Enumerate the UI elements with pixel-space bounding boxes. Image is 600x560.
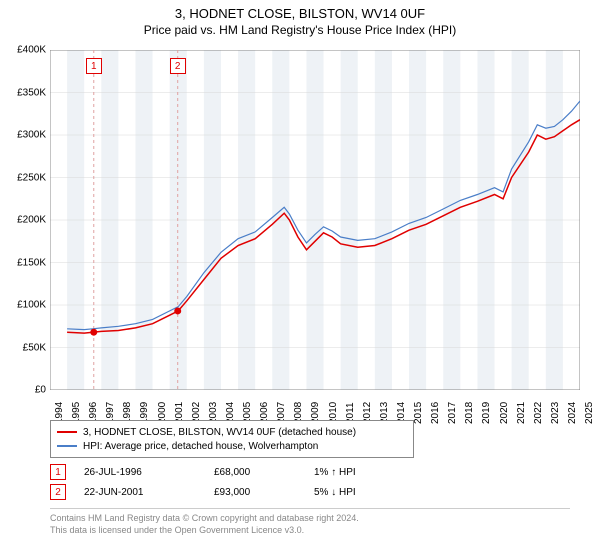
annotation-price: £68,000 — [214, 467, 314, 478]
legend-item: 3, HODNET CLOSE, BILSTON, WV14 0UF (deta… — [57, 425, 407, 439]
x-tick-label: 2019 — [481, 402, 492, 424]
y-tick-label: £250K — [2, 172, 46, 183]
legend-swatch — [57, 431, 77, 433]
x-tick-label: 2025 — [584, 402, 595, 424]
x-tick-label: 2024 — [567, 402, 578, 424]
footer: Contains HM Land Registry data © Crown c… — [50, 508, 570, 536]
x-tick-label: 2016 — [430, 402, 441, 424]
chart-sale-badge: 2 — [170, 58, 186, 74]
annotation-delta: 5% ↓ HPI — [314, 487, 394, 498]
annotation-table: 1 26-JUL-1996 £68,000 1% ↑ HPI 2 22-JUN-… — [50, 462, 570, 502]
footer-line-2: This data is licensed under the Open Gov… — [50, 525, 570, 537]
annotation-badge: 1 — [50, 464, 66, 480]
annotation-row: 1 26-JUL-1996 £68,000 1% ↑ HPI — [50, 462, 570, 482]
legend-swatch — [57, 445, 77, 447]
annotation-delta: 1% ↑ HPI — [314, 467, 394, 478]
y-tick-label: £0 — [2, 385, 46, 396]
legend: 3, HODNET CLOSE, BILSTON, WV14 0UF (deta… — [50, 420, 414, 458]
x-tick-label: 2018 — [464, 402, 475, 424]
legend-item: HPI: Average price, detached house, Wolv… — [57, 439, 407, 453]
title-line-2: Price paid vs. HM Land Registry's House … — [0, 21, 600, 37]
y-tick-label: £300K — [2, 130, 46, 141]
x-tick-label: 2015 — [413, 402, 424, 424]
chart-svg — [50, 50, 580, 390]
annotation-badge: 2 — [50, 484, 66, 500]
x-tick-label: 2021 — [516, 402, 527, 424]
annotation-price: £93,000 — [214, 487, 314, 498]
y-tick-label: £200K — [2, 215, 46, 226]
footer-line-1: Contains HM Land Registry data © Crown c… — [50, 513, 570, 525]
x-tick-label: 2022 — [533, 402, 544, 424]
title-line-1: 3, HODNET CLOSE, BILSTON, WV14 0UF — [0, 0, 600, 21]
chart-sale-badge: 1 — [86, 58, 102, 74]
y-tick-label: £50K — [2, 342, 46, 353]
y-tick-label: £100K — [2, 300, 46, 311]
y-tick-label: £400K — [2, 45, 46, 56]
annotation-row: 2 22-JUN-2001 £93,000 5% ↓ HPI — [50, 482, 570, 502]
annotation-date: 26-JUL-1996 — [84, 467, 214, 478]
chart-area: £0£50K£100K£150K£200K£250K£300K£350K£400… — [50, 50, 580, 390]
x-tick-label: 2017 — [447, 402, 458, 424]
chart-container: 3, HODNET CLOSE, BILSTON, WV14 0UF Price… — [0, 0, 600, 560]
y-tick-label: £350K — [2, 87, 46, 98]
x-tick-label: 2023 — [550, 402, 561, 424]
x-tick-label: 2020 — [499, 402, 510, 424]
y-tick-label: £150K — [2, 257, 46, 268]
legend-label: HPI: Average price, detached house, Wolv… — [83, 441, 318, 452]
legend-label: 3, HODNET CLOSE, BILSTON, WV14 0UF (deta… — [83, 427, 356, 438]
annotation-date: 22-JUN-2001 — [84, 487, 214, 498]
